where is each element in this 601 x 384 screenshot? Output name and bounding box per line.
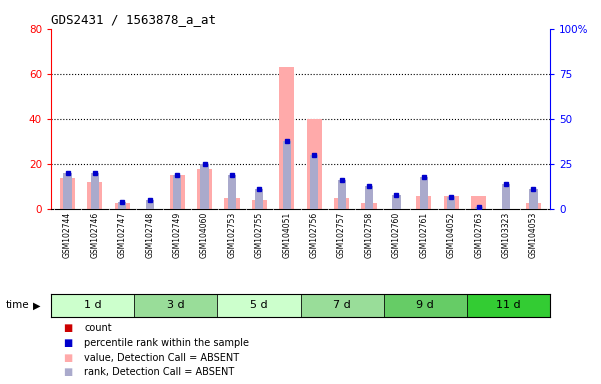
Text: time: time [6, 300, 29, 310]
Text: GSM102760: GSM102760 [392, 212, 401, 258]
Text: percentile rank within the sample: percentile rank within the sample [84, 338, 249, 348]
Bar [444, 196, 459, 209]
Bar [121, 206, 124, 209]
Bar [230, 206, 234, 209]
Bar [365, 186, 373, 209]
Bar [91, 173, 99, 209]
Text: 11 d: 11 d [496, 300, 520, 310]
Bar [218, 294, 300, 317]
Bar [475, 207, 483, 209]
Text: ■: ■ [63, 338, 72, 348]
Bar [175, 206, 179, 209]
Bar [334, 198, 349, 209]
Bar [279, 67, 294, 209]
Text: ■: ■ [63, 323, 72, 333]
Text: 9 d: 9 d [416, 300, 434, 310]
Text: 5 d: 5 d [250, 300, 267, 310]
Bar [93, 206, 97, 209]
Bar [64, 173, 72, 209]
Bar [224, 198, 240, 209]
Bar [118, 202, 126, 209]
Bar [169, 175, 185, 209]
Bar [340, 206, 343, 209]
Text: GSM102746: GSM102746 [90, 212, 99, 258]
Bar [134, 294, 218, 317]
Bar [228, 175, 236, 209]
Bar [197, 169, 212, 209]
Text: count: count [84, 323, 112, 333]
Bar [173, 175, 182, 209]
Text: value, Detection Call = ABSENT: value, Detection Call = ABSENT [84, 353, 239, 362]
Bar [529, 189, 537, 209]
Bar [87, 182, 103, 209]
Bar [471, 196, 486, 209]
Text: GSM102753: GSM102753 [228, 212, 236, 258]
Bar [392, 195, 400, 209]
Text: ■: ■ [63, 353, 72, 362]
Text: rank, Detection Call = ABSENT: rank, Detection Call = ABSENT [84, 367, 234, 377]
Bar [252, 200, 267, 209]
Text: GSM104053: GSM104053 [529, 212, 538, 258]
Text: GSM102763: GSM102763 [474, 212, 483, 258]
Bar [338, 180, 346, 209]
Text: GSM102744: GSM102744 [63, 212, 72, 258]
Text: GSM102755: GSM102755 [255, 212, 264, 258]
Bar [450, 206, 453, 209]
Text: GSM102761: GSM102761 [419, 212, 429, 258]
Bar [60, 178, 75, 209]
Text: GDS2431 / 1563878_a_at: GDS2431 / 1563878_a_at [51, 13, 216, 26]
Text: GSM102756: GSM102756 [310, 212, 319, 258]
Bar [310, 155, 319, 209]
Text: GSM102748: GSM102748 [145, 212, 154, 258]
Bar [300, 294, 383, 317]
Bar [203, 206, 206, 209]
Bar [255, 189, 263, 209]
Text: GSM104051: GSM104051 [282, 212, 291, 258]
Text: GSM104052: GSM104052 [447, 212, 456, 258]
Bar [526, 202, 541, 209]
Text: GSM102749: GSM102749 [172, 212, 182, 258]
Bar [307, 119, 322, 209]
Bar [422, 206, 426, 209]
Bar [145, 200, 154, 209]
Text: GSM103323: GSM103323 [502, 212, 511, 258]
Bar [447, 197, 456, 209]
Text: ■: ■ [63, 367, 72, 377]
Bar [467, 294, 550, 317]
Bar [313, 206, 316, 209]
Text: 7 d: 7 d [333, 300, 351, 310]
Text: GSM102747: GSM102747 [118, 212, 127, 258]
Bar [532, 206, 535, 209]
Text: 3 d: 3 d [167, 300, 185, 310]
Bar [66, 206, 69, 209]
Bar [258, 206, 261, 209]
Bar [477, 206, 480, 209]
Bar [419, 177, 428, 209]
Text: GSM102757: GSM102757 [337, 212, 346, 258]
Text: GSM104060: GSM104060 [200, 212, 209, 258]
Text: ▶: ▶ [33, 300, 40, 310]
Bar [416, 196, 432, 209]
Bar [502, 184, 510, 209]
Text: 1 d: 1 d [84, 300, 102, 310]
Bar [383, 294, 467, 317]
Bar [361, 202, 377, 209]
Bar [115, 202, 130, 209]
Bar [201, 164, 209, 209]
Text: GSM102758: GSM102758 [365, 212, 373, 258]
Bar [51, 294, 134, 317]
Bar [367, 206, 371, 209]
Bar [282, 141, 291, 209]
